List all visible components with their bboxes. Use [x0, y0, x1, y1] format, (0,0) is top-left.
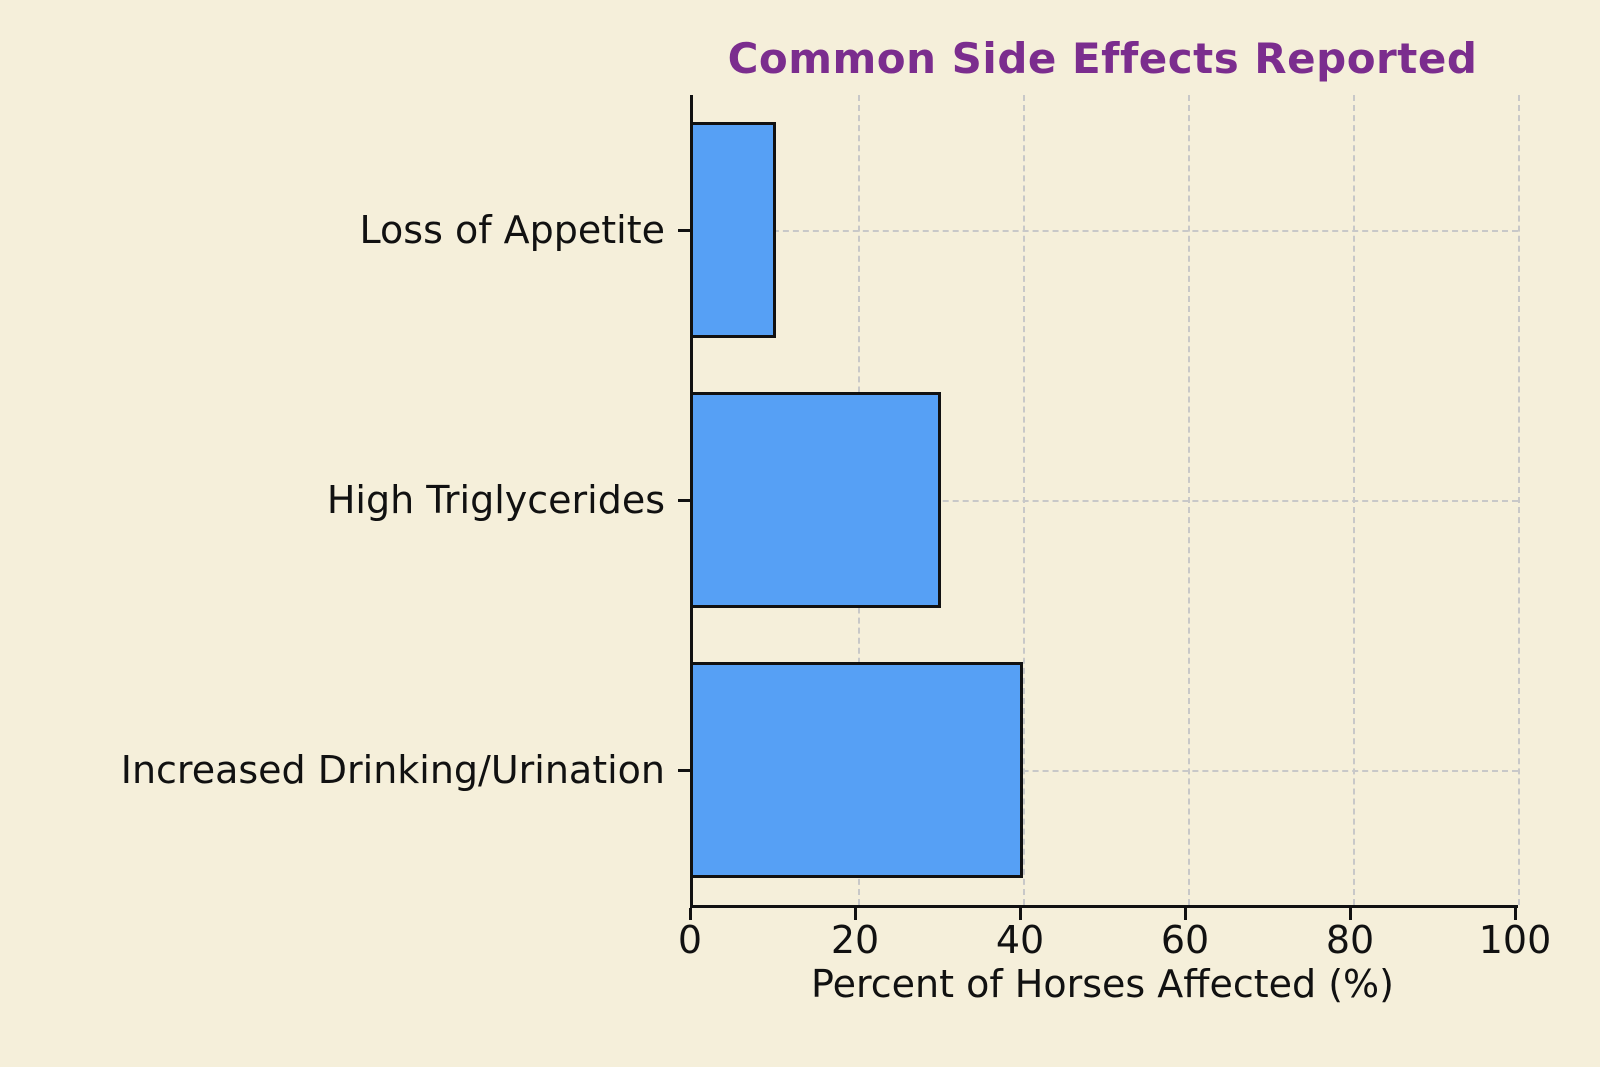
- x-tick-mark-0: [689, 908, 692, 920]
- x-tick-mark-80: [1349, 908, 1352, 920]
- y-gridline-1: [693, 500, 1518, 502]
- x-tick-label-100: 100: [1478, 918, 1552, 962]
- x-tick-label-20: 20: [830, 918, 880, 962]
- bar-2: [693, 662, 1023, 878]
- x-tick-label-0: 0: [677, 918, 703, 962]
- x-tick-label-80: 80: [1325, 918, 1375, 962]
- x-tick-mark-60: [1184, 908, 1187, 920]
- x-tick-mark-40: [1019, 908, 1022, 920]
- y-gridline-0: [693, 230, 1518, 232]
- plot-area: [690, 95, 1520, 908]
- y-tick-mark-2: [678, 768, 690, 772]
- bar-0: [693, 122, 776, 338]
- x-tick-label-60: 60: [1160, 918, 1210, 962]
- y-gridline-2: [693, 770, 1518, 772]
- bar-1: [693, 392, 941, 608]
- x-axis-label: Percent of Horses Affected (%): [811, 962, 1394, 1006]
- y-tick-mark-0: [678, 228, 690, 232]
- y-category-label-1: High Triglycerides: [326, 478, 665, 522]
- y-category-label-2: Increased Drinking/Urination: [120, 748, 665, 792]
- x-tick-label-40: 40: [995, 918, 1045, 962]
- chart-title: Common Side Effects Reported: [727, 34, 1478, 83]
- x-tick-mark-100: [1514, 908, 1517, 920]
- y-category-label-0: Loss of Appetite: [359, 208, 665, 252]
- x-gridline-100: [1518, 95, 1520, 905]
- x-tick-mark-20: [854, 908, 857, 920]
- y-tick-mark-1: [678, 498, 690, 502]
